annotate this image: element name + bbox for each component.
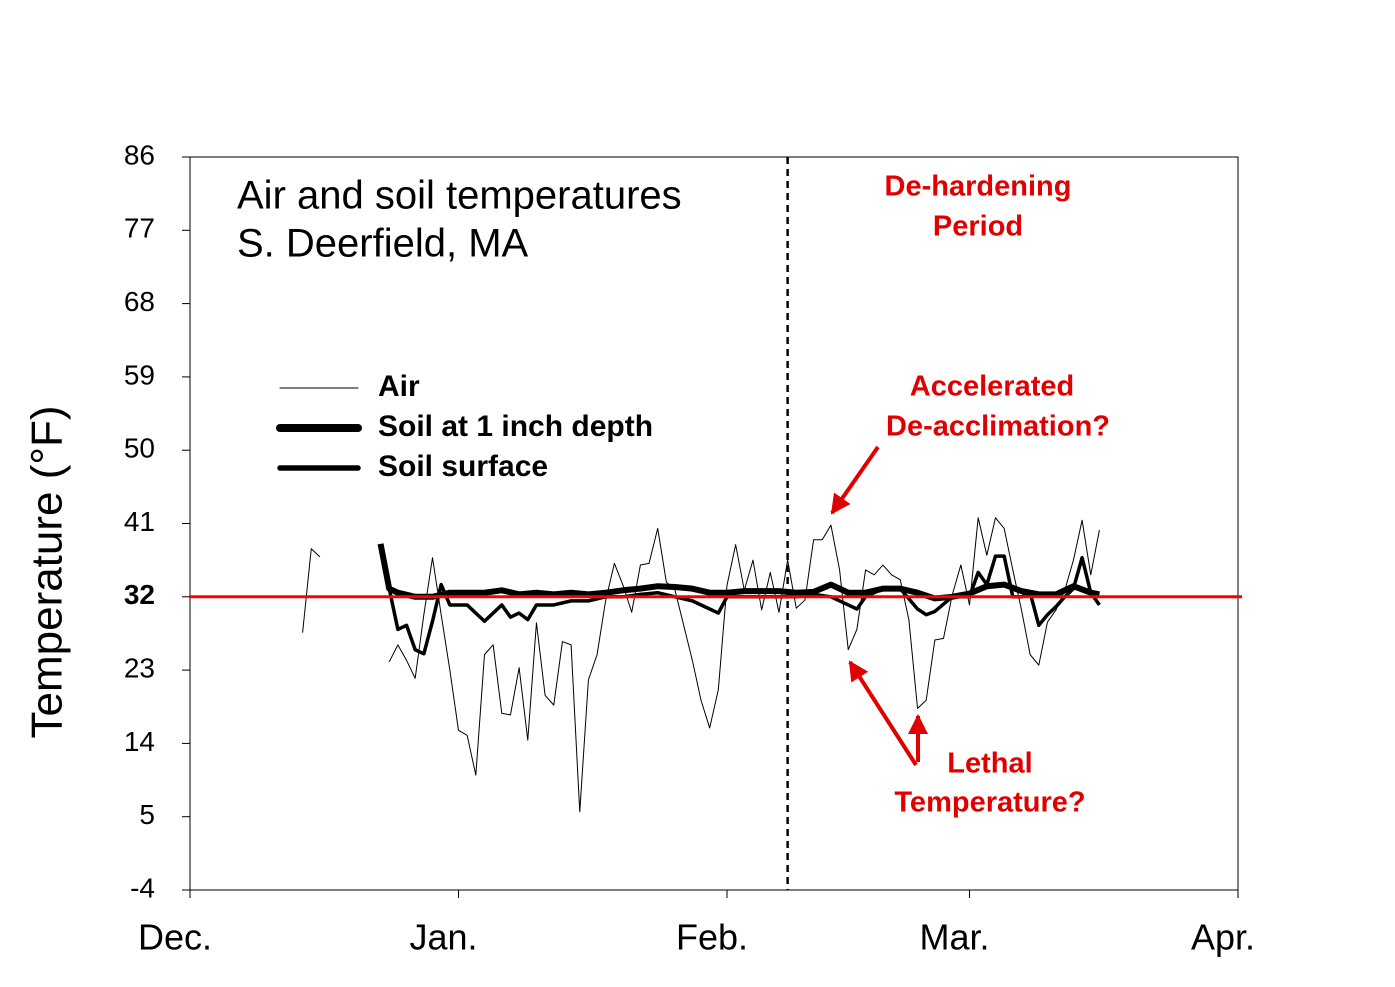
chart-title: Air and soil temperatures xyxy=(237,174,682,218)
y-tick-label: 59 xyxy=(124,359,155,390)
annotation: Lethal xyxy=(947,748,1032,780)
chart-subtitle: S. Deerfield, MA xyxy=(237,222,529,266)
y-tick-label: 23 xyxy=(124,652,155,683)
y-tick-label: 14 xyxy=(124,726,155,757)
x-tick-label: Feb. xyxy=(676,917,748,958)
legend-label: Air xyxy=(378,370,420,403)
annotation: De-hardening xyxy=(885,171,1072,203)
x-tick-label: Jan. xyxy=(409,917,477,958)
plot-frame xyxy=(189,156,1239,891)
annotation: De-acclimation? xyxy=(886,411,1110,443)
y-tick-label: 5 xyxy=(139,799,155,830)
annotation: Accelerated xyxy=(910,371,1074,403)
y-axis-label: Temperature (°F) xyxy=(23,405,72,738)
series-line xyxy=(378,547,1101,656)
annotation: Period xyxy=(933,211,1023,243)
arrows xyxy=(830,445,928,767)
y-tick-label: 77 xyxy=(124,213,155,244)
annotation: Temperature? xyxy=(894,787,1085,819)
y-tick-label: 41 xyxy=(124,506,155,537)
x-tick-label: Mar. xyxy=(919,917,989,958)
x-tick-label: Apr. xyxy=(1191,917,1255,958)
y-tick-label: 86 xyxy=(124,139,155,170)
legend-label: Soil at 1 inch depth xyxy=(378,410,653,443)
y-tick-label: 32 xyxy=(124,579,155,610)
y-tick-label: 50 xyxy=(124,433,155,464)
y-tick-label: -4 xyxy=(130,872,155,903)
x-tick-label: Dec. xyxy=(138,917,212,958)
series-line xyxy=(377,543,1100,602)
legend-label: Soil surface xyxy=(378,450,548,483)
y-tick-label: 68 xyxy=(124,286,155,317)
